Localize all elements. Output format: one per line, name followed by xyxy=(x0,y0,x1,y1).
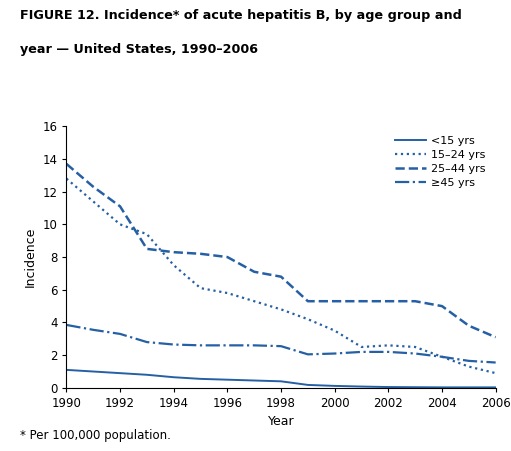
15–24 yrs xyxy=(198,285,204,291)
15–24 yrs xyxy=(90,199,96,204)
15–24 yrs xyxy=(466,364,472,369)
<15 yrs xyxy=(90,369,96,374)
15–24 yrs xyxy=(332,328,338,333)
<15 yrs xyxy=(144,372,150,377)
15–24 yrs xyxy=(171,262,177,268)
25–44 yrs xyxy=(359,299,365,304)
<15 yrs xyxy=(117,370,123,376)
≥45 yrs xyxy=(198,343,204,348)
<15 yrs xyxy=(493,385,499,390)
25–44 yrs xyxy=(90,184,96,189)
<15 yrs xyxy=(278,379,284,384)
25–44 yrs xyxy=(63,161,69,166)
<15 yrs xyxy=(359,384,365,389)
Line: ≥45 yrs: ≥45 yrs xyxy=(66,325,496,363)
≥45 yrs xyxy=(63,322,69,327)
≥45 yrs xyxy=(278,344,284,349)
≥45 yrs xyxy=(385,349,391,354)
15–24 yrs xyxy=(251,299,258,304)
Text: FIGURE 12. Incidence* of acute hepatitis B, by age group and: FIGURE 12. Incidence* of acute hepatitis… xyxy=(20,9,462,22)
<15 yrs xyxy=(171,374,177,380)
25–44 yrs xyxy=(332,299,338,304)
≥45 yrs xyxy=(439,354,445,359)
25–44 yrs xyxy=(385,299,391,304)
<15 yrs xyxy=(224,377,230,382)
Legend: <15 yrs, 15–24 yrs, 25–44 yrs, ≥45 yrs: <15 yrs, 15–24 yrs, 25–44 yrs, ≥45 yrs xyxy=(390,132,490,193)
≥45 yrs xyxy=(466,358,472,364)
25–44 yrs xyxy=(412,299,418,304)
Text: * Per 100,000 population.: * Per 100,000 population. xyxy=(20,429,171,442)
15–24 yrs xyxy=(144,231,150,237)
15–24 yrs xyxy=(278,307,284,312)
25–44 yrs xyxy=(439,304,445,309)
≥45 yrs xyxy=(305,352,311,357)
25–44 yrs xyxy=(224,254,230,260)
15–24 yrs xyxy=(412,344,418,350)
≥45 yrs xyxy=(90,327,96,332)
≥45 yrs xyxy=(359,349,365,354)
≥45 yrs xyxy=(412,351,418,356)
≥45 yrs xyxy=(493,360,499,365)
<15 yrs xyxy=(198,376,204,382)
≥45 yrs xyxy=(332,351,338,356)
<15 yrs xyxy=(251,378,258,383)
<15 yrs xyxy=(332,383,338,389)
25–44 yrs xyxy=(251,269,258,275)
Y-axis label: Incidence: Incidence xyxy=(24,227,37,287)
25–44 yrs xyxy=(198,251,204,257)
X-axis label: Year: Year xyxy=(268,415,294,428)
25–44 yrs xyxy=(278,274,284,279)
25–44 yrs xyxy=(466,323,472,328)
15–24 yrs xyxy=(224,290,230,296)
<15 yrs xyxy=(305,382,311,387)
15–24 yrs xyxy=(439,354,445,359)
<15 yrs xyxy=(439,385,445,390)
25–44 yrs xyxy=(493,335,499,340)
<15 yrs xyxy=(385,384,391,390)
≥45 yrs xyxy=(224,343,230,348)
Text: year — United States, 1990–2006: year — United States, 1990–2006 xyxy=(20,43,259,56)
25–44 yrs xyxy=(144,246,150,252)
15–24 yrs xyxy=(305,317,311,322)
15–24 yrs xyxy=(385,343,391,348)
Line: <15 yrs: <15 yrs xyxy=(66,370,496,387)
15–24 yrs xyxy=(117,222,123,227)
25–44 yrs xyxy=(171,249,177,255)
15–24 yrs xyxy=(63,176,69,181)
15–24 yrs xyxy=(493,370,499,376)
25–44 yrs xyxy=(117,204,123,209)
≥45 yrs xyxy=(117,331,123,336)
Line: 15–24 yrs: 15–24 yrs xyxy=(66,179,496,373)
≥45 yrs xyxy=(171,342,177,347)
≥45 yrs xyxy=(251,343,258,348)
25–44 yrs xyxy=(305,299,311,304)
≥45 yrs xyxy=(144,339,150,345)
15–24 yrs xyxy=(359,344,365,350)
<15 yrs xyxy=(466,385,472,390)
<15 yrs xyxy=(63,367,69,373)
Line: 25–44 yrs: 25–44 yrs xyxy=(66,164,496,337)
<15 yrs xyxy=(412,385,418,390)
